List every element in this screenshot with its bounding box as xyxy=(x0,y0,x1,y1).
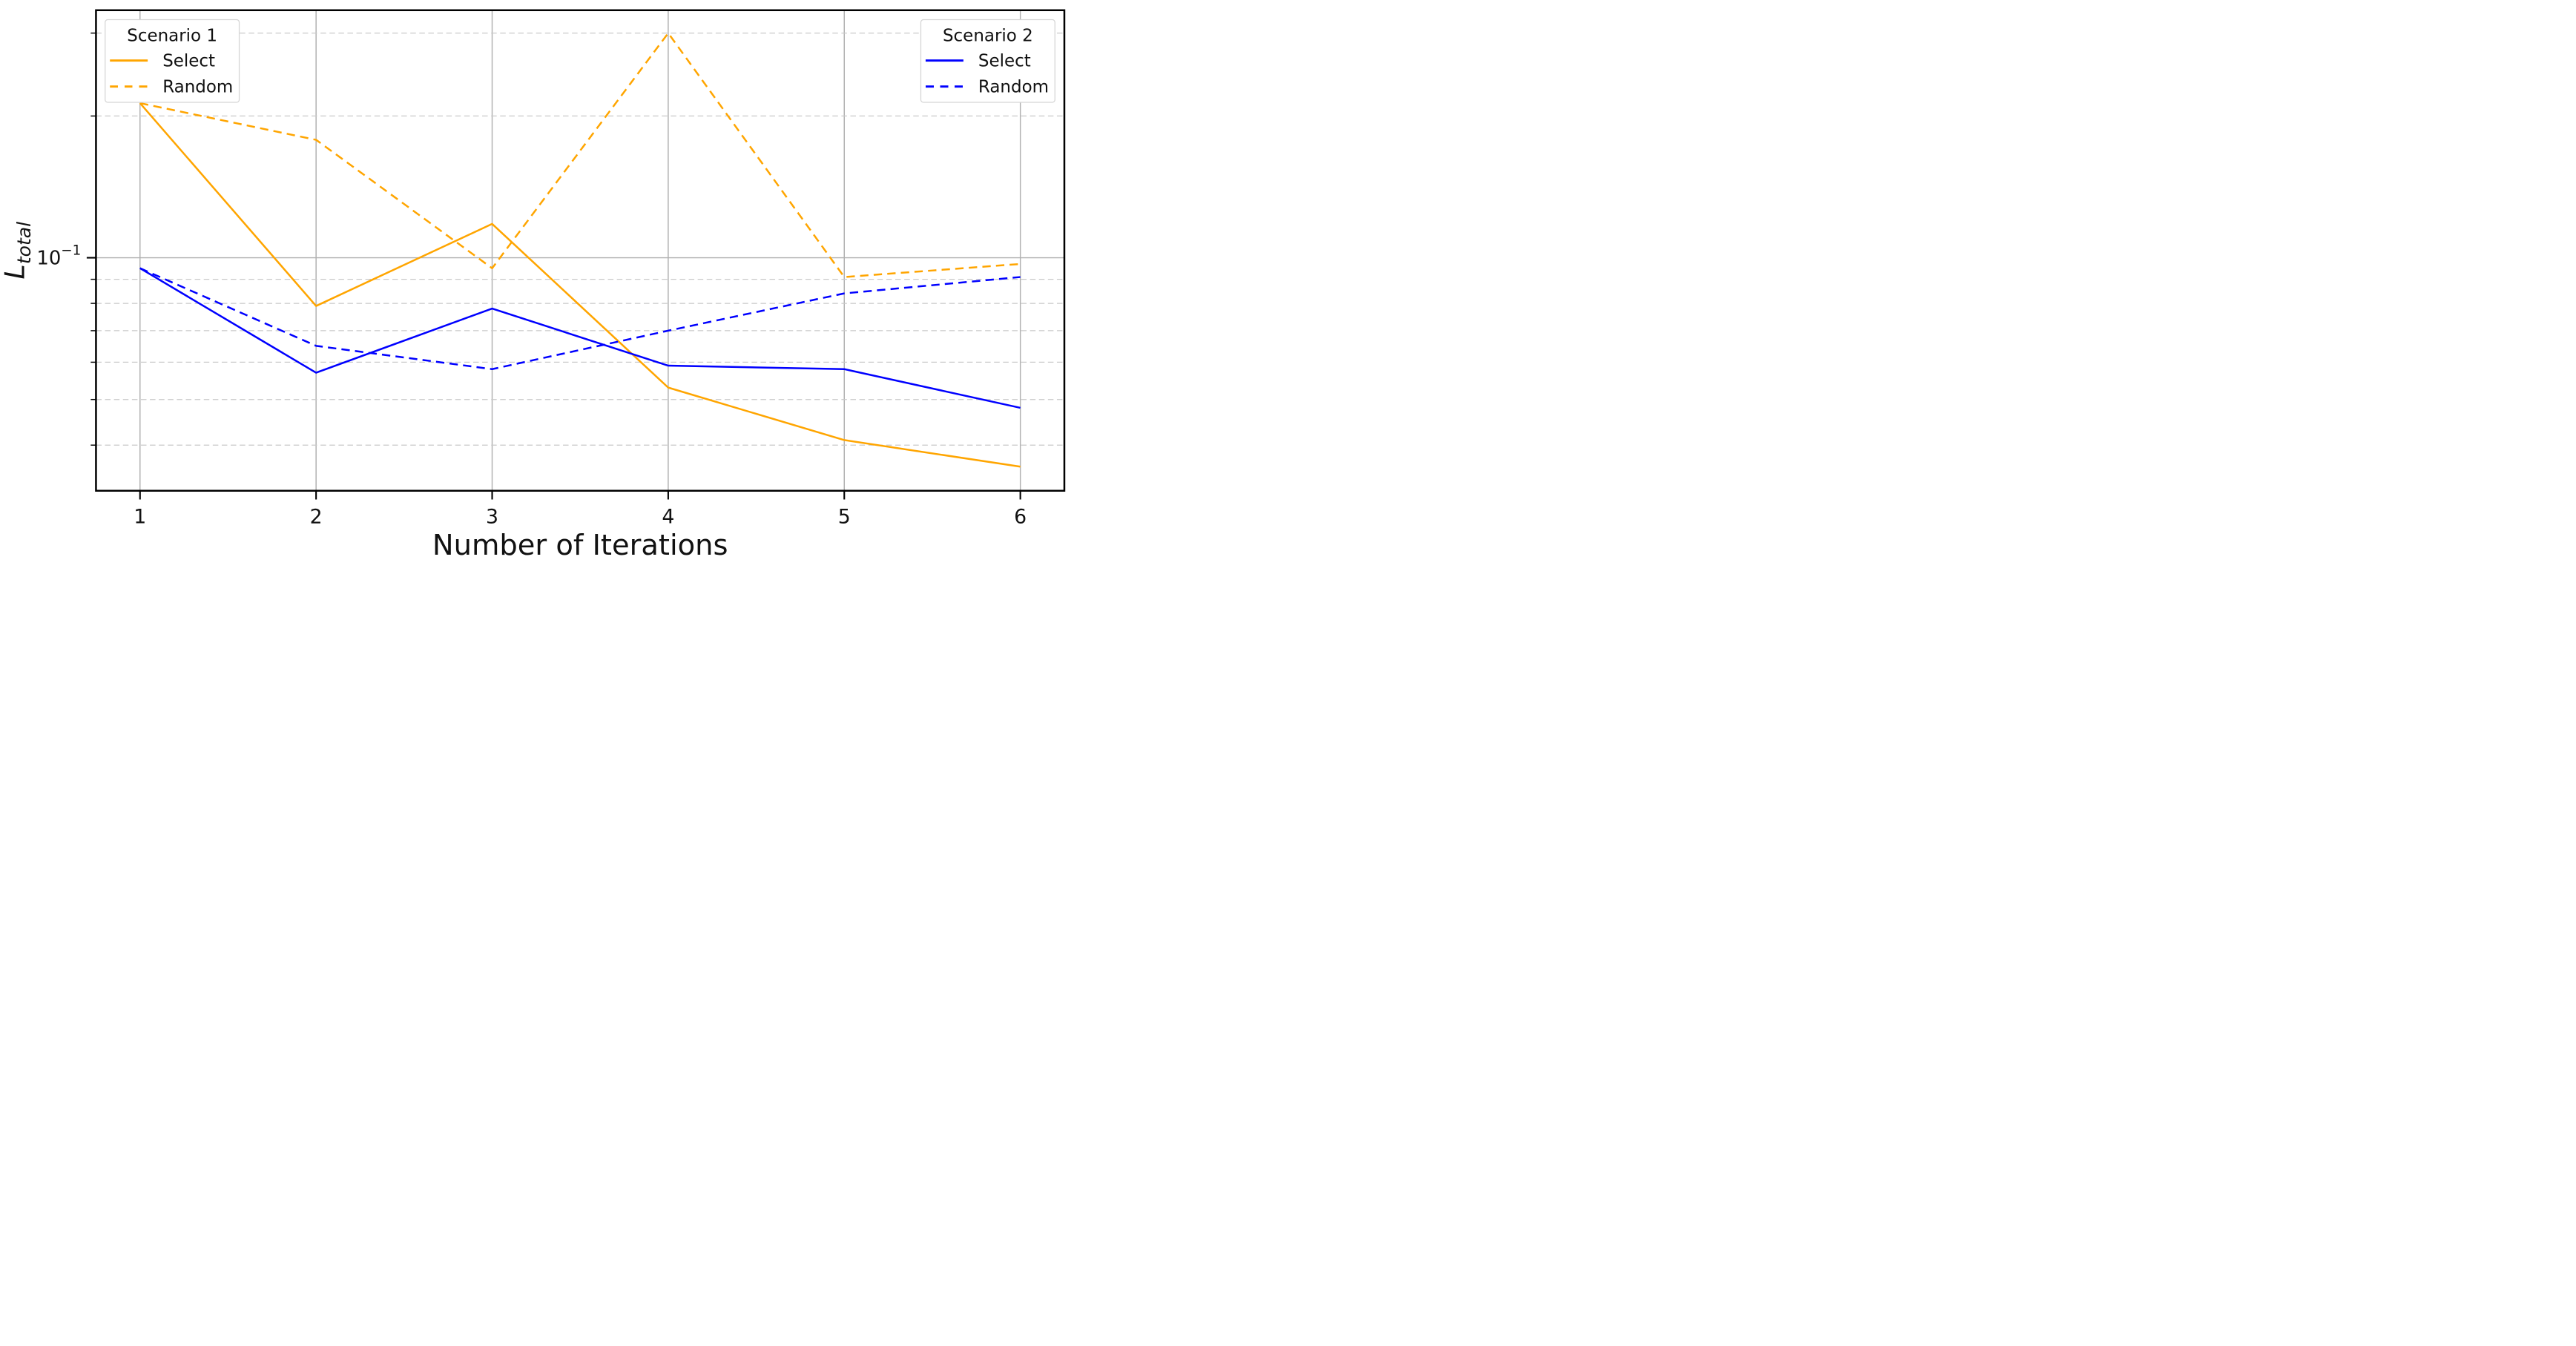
legend-entry-select: Select xyxy=(105,47,239,73)
legend-title: Scenario 1 xyxy=(127,25,218,45)
legend-label-random: Random xyxy=(162,76,234,96)
chart-canvas: 1 2 3 4 5 6 10−1 Number of Iterations Ltotal Sce… xyxy=(0,0,1075,562)
x-tick-label-5: 5 xyxy=(838,506,851,529)
series-line-scenario-1-select xyxy=(139,102,1021,468)
legend-scenario-1: Scenario 1 Select Random xyxy=(105,19,240,103)
legend-scenario-2: Scenario 2 Select Random xyxy=(920,19,1055,103)
x-tick-label-3: 3 xyxy=(486,506,498,529)
dashed-line-icon xyxy=(110,85,148,88)
legend-label-random: Random xyxy=(978,76,1049,96)
x-tick-label-1: 1 xyxy=(134,506,146,529)
solid-line-icon xyxy=(925,59,963,62)
legend-title: Scenario 2 xyxy=(942,25,1033,45)
figure-stage: 1 2 3 4 5 6 10−1 Number of Iterations Ltotal Sce… xyxy=(0,0,1075,563)
plot-area: 1 2 3 4 5 6 10−1 Number of Iterations Ltotal xyxy=(0,9,1066,562)
legend-entry-random: Random xyxy=(921,73,1055,99)
y-tick-label: 10−1 xyxy=(36,243,81,269)
y-axis-title: Ltotal xyxy=(0,222,35,280)
legend-label-select: Select xyxy=(978,50,1031,70)
legend-entry-random: Random xyxy=(105,73,239,99)
x-tick-label-6: 6 xyxy=(1014,506,1027,529)
plot-background xyxy=(96,10,1064,491)
series-line-scenario-2-select xyxy=(139,267,1021,409)
dashed-line-icon xyxy=(925,85,963,88)
solid-line-icon xyxy=(110,59,148,62)
plot-frame xyxy=(95,9,1066,492)
x-tick-label-4: 4 xyxy=(662,506,674,529)
legend-label-select: Select xyxy=(162,50,216,70)
x-axis-title: Number of Iterations xyxy=(432,529,728,562)
legend-entry-select: Select xyxy=(921,47,1055,73)
x-tick-label-2: 2 xyxy=(310,506,323,529)
